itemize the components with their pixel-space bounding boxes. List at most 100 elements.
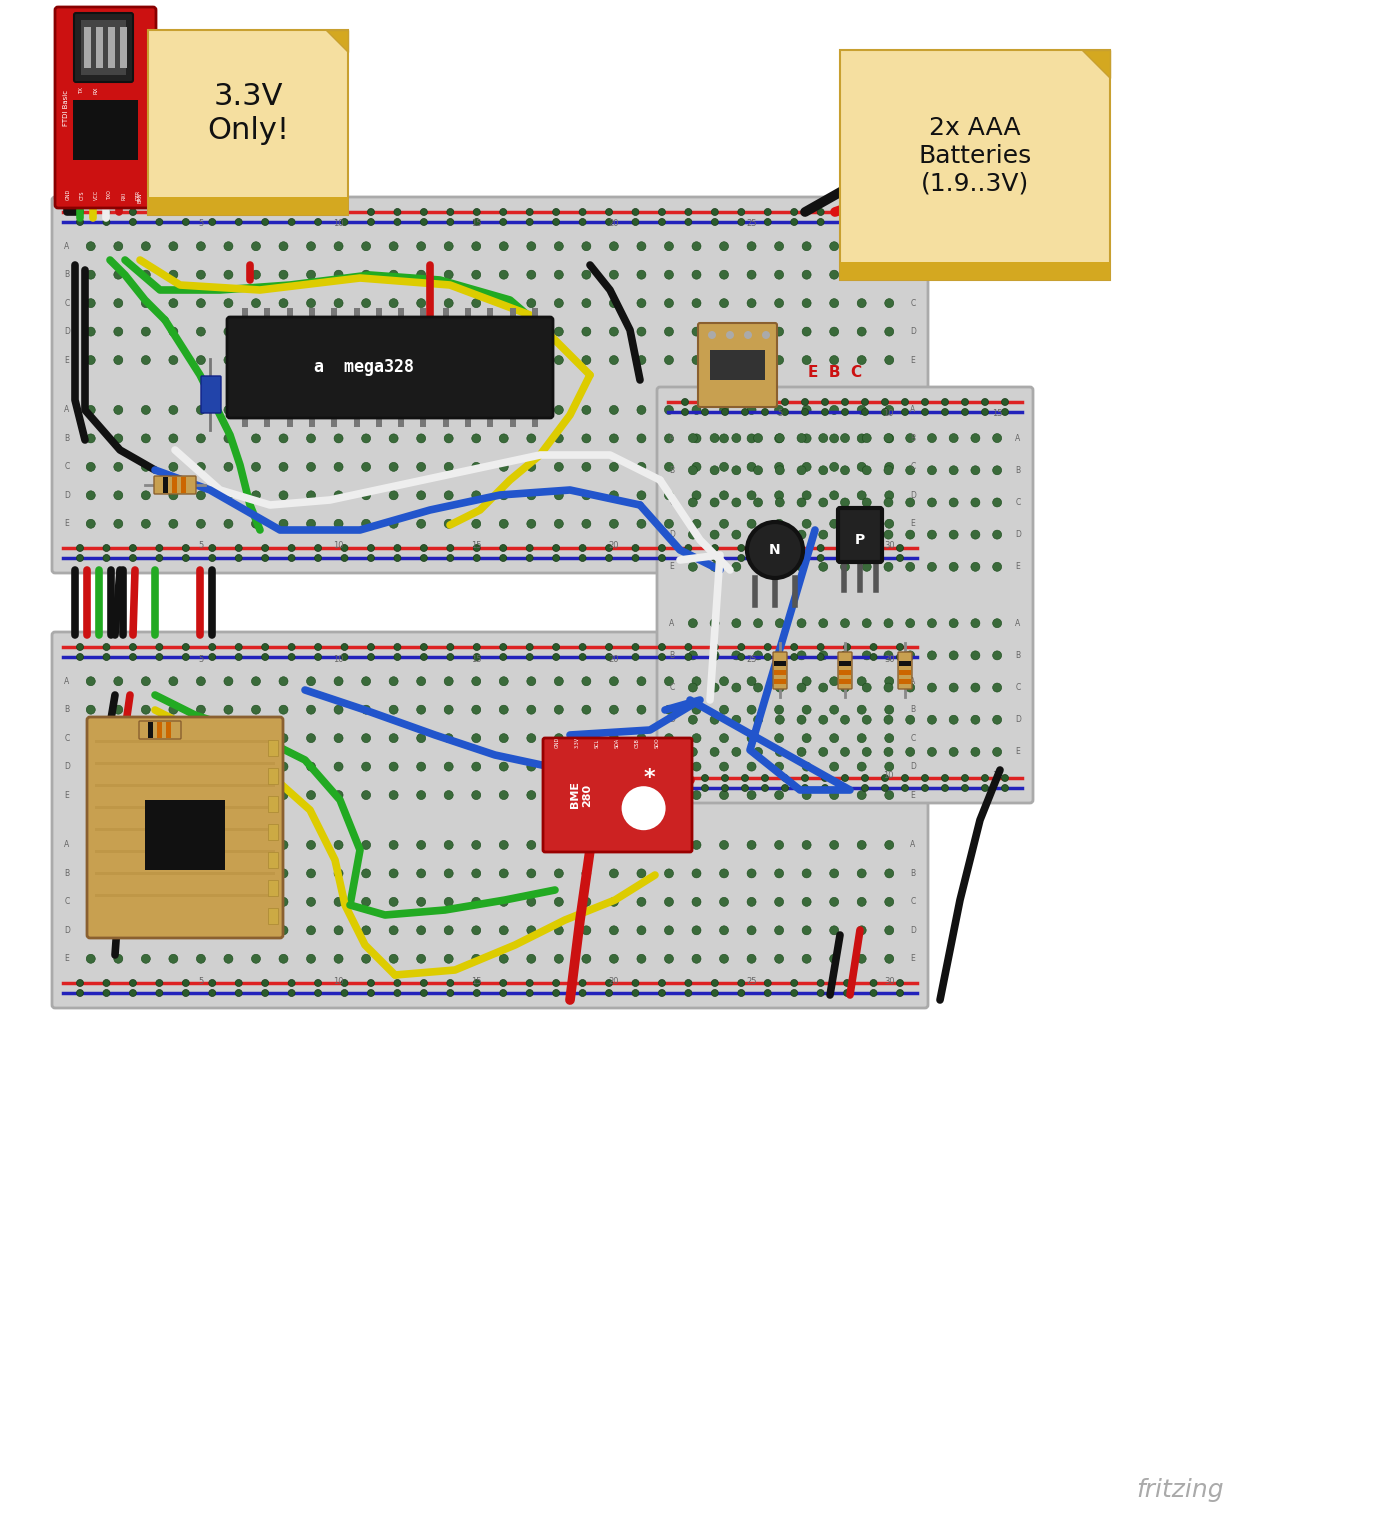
Circle shape <box>315 654 322 660</box>
Circle shape <box>906 715 914 724</box>
Circle shape <box>141 406 150 415</box>
Circle shape <box>764 979 771 987</box>
Circle shape <box>857 299 867 308</box>
Circle shape <box>857 677 867 686</box>
Bar <box>420 415 427 427</box>
Circle shape <box>606 990 613 996</box>
Text: 25: 25 <box>746 654 757 663</box>
Text: D: D <box>64 762 70 772</box>
Circle shape <box>711 979 718 987</box>
Circle shape <box>665 734 673 743</box>
Circle shape <box>857 926 867 935</box>
Circle shape <box>252 355 260 364</box>
Circle shape <box>104 218 111 226</box>
Circle shape <box>685 990 692 996</box>
Circle shape <box>224 955 232 964</box>
Circle shape <box>883 619 893 628</box>
Circle shape <box>335 299 343 308</box>
Bar <box>354 415 360 427</box>
Circle shape <box>869 555 876 561</box>
Circle shape <box>335 270 343 279</box>
Circle shape <box>252 705 260 714</box>
Circle shape <box>307 869 315 878</box>
Circle shape <box>818 555 825 561</box>
Circle shape <box>444 677 454 686</box>
Text: D: D <box>910 491 916 500</box>
Circle shape <box>500 734 508 743</box>
Circle shape <box>307 734 315 743</box>
Circle shape <box>689 563 697 572</box>
Text: 3.3V: 3.3V <box>574 737 580 747</box>
Circle shape <box>972 651 980 660</box>
Circle shape <box>830 790 839 799</box>
Bar <box>465 308 470 320</box>
Circle shape <box>862 531 871 540</box>
Circle shape <box>885 840 893 849</box>
Circle shape <box>224 270 232 279</box>
Circle shape <box>896 544 903 552</box>
Circle shape <box>169 242 178 250</box>
Circle shape <box>288 654 295 660</box>
Circle shape <box>692 897 701 906</box>
Bar <box>899 679 911 685</box>
Circle shape <box>748 897 756 906</box>
Circle shape <box>927 465 937 474</box>
Circle shape <box>262 654 269 660</box>
Circle shape <box>665 762 673 772</box>
Circle shape <box>748 955 756 964</box>
Circle shape <box>279 840 288 849</box>
Circle shape <box>844 644 851 651</box>
Circle shape <box>526 654 533 660</box>
Circle shape <box>77 979 84 987</box>
Circle shape <box>631 218 638 226</box>
Text: E: E <box>1015 563 1021 572</box>
Circle shape <box>802 762 811 772</box>
Circle shape <box>473 218 480 226</box>
Circle shape <box>472 491 480 500</box>
Circle shape <box>637 462 645 471</box>
Circle shape <box>797 683 806 692</box>
Circle shape <box>637 677 645 686</box>
Circle shape <box>748 522 804 578</box>
Circle shape <box>862 651 871 660</box>
Bar <box>899 660 911 666</box>
Circle shape <box>182 644 189 651</box>
Circle shape <box>389 955 398 964</box>
Circle shape <box>692 520 701 528</box>
Circle shape <box>927 499 937 506</box>
Circle shape <box>526 926 536 935</box>
Circle shape <box>822 409 829 415</box>
Text: 20: 20 <box>609 220 619 229</box>
Circle shape <box>857 790 867 799</box>
Circle shape <box>252 520 260 528</box>
Circle shape <box>609 955 619 964</box>
Circle shape <box>444 355 454 364</box>
Text: 5: 5 <box>777 410 783 418</box>
Circle shape <box>307 677 315 686</box>
Circle shape <box>622 787 665 830</box>
Circle shape <box>417 734 426 743</box>
Bar <box>148 197 349 215</box>
Circle shape <box>87 406 95 415</box>
Circle shape <box>420 209 427 215</box>
Circle shape <box>637 491 645 500</box>
Circle shape <box>417 270 426 279</box>
Circle shape <box>582 762 591 772</box>
Circle shape <box>361 734 371 743</box>
Circle shape <box>862 563 871 572</box>
Circle shape <box>927 619 937 628</box>
Circle shape <box>906 651 914 660</box>
Circle shape <box>720 897 728 906</box>
Circle shape <box>802 869 811 878</box>
Circle shape <box>182 979 189 987</box>
Circle shape <box>685 544 692 552</box>
Circle shape <box>732 499 741 506</box>
Text: C: C <box>64 462 70 471</box>
Bar <box>267 852 279 868</box>
Circle shape <box>609 242 619 250</box>
Circle shape <box>857 406 867 415</box>
Circle shape <box>367 644 374 651</box>
Circle shape <box>307 705 315 714</box>
Circle shape <box>389 869 398 878</box>
Circle shape <box>776 747 784 756</box>
